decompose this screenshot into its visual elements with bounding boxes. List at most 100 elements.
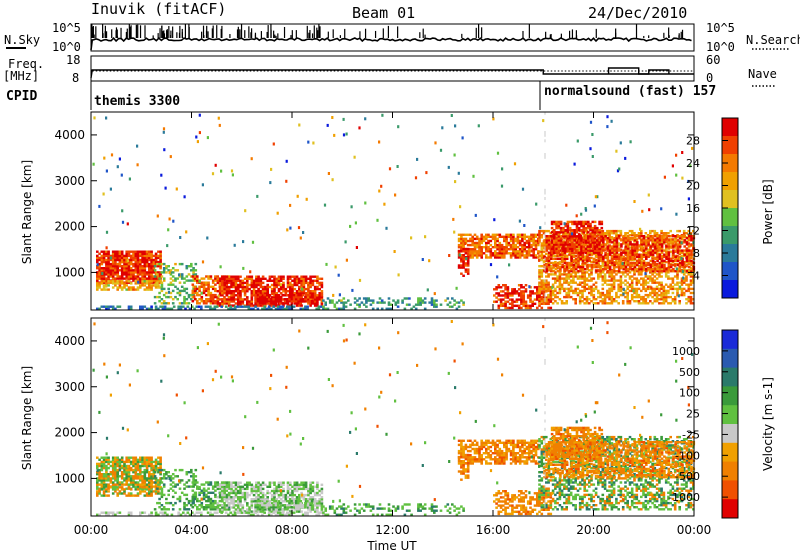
- heatmap-cell: [194, 269, 198, 272]
- heatmap-cell: [408, 303, 411, 306]
- heatmap-cell: [201, 183, 204, 187]
- heatmap-cell: [645, 268, 648, 271]
- heatmap-cell: [575, 241, 579, 244]
- heatmap-cell: [601, 275, 605, 278]
- heatmap-cell: [353, 155, 356, 159]
- heatmap-cell: [617, 242, 620, 245]
- heatmap-cell: [629, 265, 632, 269]
- heatmap-cell: [620, 261, 623, 265]
- heatmap-cell: [665, 268, 668, 271]
- heatmap-cell: [100, 282, 104, 285]
- heatmap-cell: [669, 238, 672, 241]
- heatmap-cell: [225, 298, 229, 301]
- heatmap-cell: [211, 279, 215, 282]
- heatmap-cell: [141, 252, 144, 255]
- heatmap-cell: [575, 226, 579, 230]
- heatmap-cell: [225, 285, 229, 289]
- heatmap-cell: [96, 288, 99, 291]
- heatmap-cell: [480, 252, 483, 255]
- heatmap-cell: [568, 220, 572, 224]
- heatmap-cell: [176, 277, 179, 280]
- heatmap-cell: [152, 258, 156, 262]
- heatmap-cell: [626, 243, 630, 246]
- heatmap-cell: [239, 302, 242, 305]
- heatmap-cell: [633, 239, 637, 242]
- heatmap-cell: [460, 266, 463, 269]
- heatmap-cell: [123, 282, 126, 285]
- heatmap-cell: [631, 261, 634, 265]
- heatmap-cell: [211, 172, 215, 176]
- heatmap-cell: [109, 271, 113, 274]
- heatmap-cell: [615, 247, 619, 250]
- heatmap-cell: [637, 295, 641, 299]
- heatmap-cell: [502, 302, 505, 305]
- heatmap-cell: [288, 300, 291, 303]
- heatmap-cell: [284, 292, 288, 295]
- heatmap-cell: [150, 260, 153, 264]
- heatmap-cell: [105, 305, 108, 308]
- heatmap-cell: [489, 263, 493, 267]
- noise-strip-frame: [90, 23, 695, 52]
- heatmap-cell: [636, 261, 639, 265]
- heatmap-cell: [252, 304, 256, 307]
- heatmap-cell: [255, 285, 258, 289]
- heatmap-cell: [542, 302, 546, 305]
- heatmap-cell: [525, 241, 529, 245]
- heatmap-cell: [461, 136, 464, 140]
- heatmap-cell: [590, 243, 594, 246]
- heatmap-cell: [509, 256, 513, 259]
- heatmap-cell: [624, 262, 627, 266]
- heatmap-cell: [602, 243, 605, 246]
- heatmap-cell: [617, 253, 621, 256]
- heatmap-cell: [304, 300, 307, 303]
- heatmap-cell: [256, 302, 260, 305]
- heatmap-cell: [540, 273, 544, 276]
- heatmap-cell: [540, 248, 544, 251]
- heatmap-cell: [610, 236, 614, 239]
- heatmap-cell: [114, 271, 117, 274]
- heatmap-cell: [207, 293, 210, 297]
- heatmap-cell: [547, 253, 551, 256]
- heatmap-cell: [462, 239, 465, 243]
- heatmap-cell: [148, 265, 151, 268]
- heatmap-cell: [678, 237, 682, 240]
- heatmap-cell: [150, 277, 153, 280]
- heatmap-cell: [645, 257, 648, 260]
- heatmap-cell: [178, 289, 182, 293]
- heatmap-cell: [158, 262, 161, 266]
- heatmap-cell: [555, 224, 558, 228]
- heatmap-cell: [636, 243, 639, 246]
- heatmap-cell: [96, 277, 99, 280]
- heatmap-cell: [185, 267, 189, 270]
- heatmap-cell: [669, 259, 673, 263]
- heatmap-cell: [611, 257, 614, 260]
- heatmap-cell: [626, 302, 629, 305]
- heatmap-cell: [207, 289, 210, 293]
- heatmap-cell: [588, 265, 591, 268]
- heatmap-cell: [169, 155, 172, 159]
- heatmap-cell: [524, 306, 528, 310]
- heatmap-cell: [629, 257, 632, 260]
- noise-left-tick-bottom: 10^0: [52, 40, 81, 54]
- station-title: Inuvik (fitACF): [91, 0, 226, 18]
- heatmap-cell: [178, 293, 182, 297]
- heatmap-cell: [529, 290, 532, 293]
- heatmap-cell: [640, 289, 643, 293]
- heatmap-cell: [220, 169, 223, 173]
- heatmap-cell: [485, 241, 488, 245]
- heatmap-cell: [167, 283, 170, 286]
- heatmap-cell: [560, 283, 564, 286]
- heatmap-cell: [672, 249, 675, 252]
- heatmap-cell: [514, 256, 517, 259]
- heatmap-cell: [198, 131, 201, 135]
- heatmap-cell: [626, 232, 629, 235]
- heatmap-cell: [550, 237, 554, 240]
- heatmap-cell: [192, 269, 195, 272]
- heatmap-cell: [439, 148, 443, 152]
- heatmap-cell: [586, 247, 589, 250]
- heatmap-cell: [290, 302, 294, 305]
- heatmap-cell: [313, 300, 317, 303]
- heatmap-cell: [464, 251, 468, 255]
- heatmap-cell: [200, 298, 204, 301]
- heatmap-cell: [285, 179, 288, 183]
